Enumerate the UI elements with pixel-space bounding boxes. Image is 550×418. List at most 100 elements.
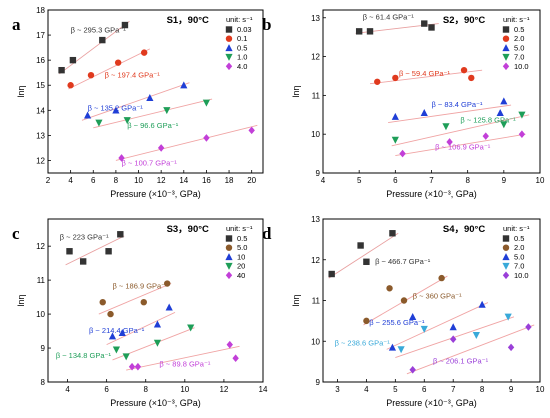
data-point	[67, 82, 74, 89]
legend-entry: 5.0	[514, 43, 524, 52]
legend-entry: 7.0	[514, 262, 524, 271]
data-point	[146, 93, 154, 101]
data-point	[69, 56, 77, 64]
fit-line	[386, 302, 489, 350]
fit-line	[388, 104, 512, 123]
legend-entry: 0.5	[514, 25, 524, 34]
x-tick-label: 10	[180, 385, 189, 394]
legend-marker	[502, 35, 510, 42]
data-point	[122, 353, 130, 361]
data-point	[117, 231, 124, 238]
legend-marker	[502, 44, 510, 52]
plot-frame	[47, 9, 264, 174]
y-tick-label: 10	[36, 310, 45, 319]
data-point	[165, 303, 173, 311]
legend-marker	[225, 253, 233, 261]
data-point	[202, 99, 211, 107]
data-point	[472, 331, 480, 339]
data-point	[105, 248, 112, 255]
data-point	[391, 112, 399, 120]
x-tick-label: 3	[335, 385, 340, 394]
data-point	[386, 285, 393, 292]
legend-entry: 0.5	[514, 234, 524, 243]
data-point	[482, 132, 489, 140]
x-tick-label: 14	[179, 176, 188, 185]
data-point	[507, 343, 515, 352]
y-tick-label: 13	[311, 215, 320, 224]
data-point	[355, 28, 363, 35]
data-point	[449, 323, 457, 331]
x-tick-label: 5	[357, 176, 362, 185]
legend-marker	[225, 53, 233, 61]
data-point	[468, 74, 475, 82]
data-point	[389, 230, 396, 237]
x-tick-label: 4	[364, 385, 369, 394]
fit-annotation: β ~ 206.1 GPa⁻¹	[433, 357, 489, 366]
y-tick-label: 10	[311, 337, 320, 346]
data-point	[478, 300, 486, 308]
fit-annotation: β ~ 186.9 GPa⁻¹	[113, 282, 169, 291]
data-point	[153, 320, 162, 328]
legend-entry: 4.0	[237, 62, 247, 71]
y-tick-label: 12	[36, 156, 45, 165]
data-point	[203, 134, 210, 142]
data-point	[140, 298, 147, 306]
y-tick-label: 15	[36, 81, 45, 90]
data-point	[420, 325, 428, 333]
y-tick-label: 12	[36, 242, 45, 251]
data-point	[114, 59, 122, 66]
x-tick-label: 6	[422, 385, 427, 394]
x-tick-label: 10	[536, 176, 545, 185]
data-point	[66, 248, 73, 255]
y-tick-label: 9	[41, 344, 46, 353]
y-tick-label: 8	[41, 378, 46, 387]
fit-line	[391, 114, 530, 147]
legend-marker	[502, 244, 510, 251]
x-tick-label: 8	[144, 385, 149, 394]
fit-line	[68, 48, 151, 90]
panel-d: d 3 4 5 6 7 8 9 10 9 10 11 12 13 Pressure (×10⁻³, GPa)…	[262, 215, 545, 408]
fit-line	[406, 324, 535, 375]
fit-annotation: β ~ 61.4 GPa⁻¹	[363, 13, 415, 22]
data-point	[518, 111, 526, 119]
data-point	[357, 242, 364, 249]
legend-entry: 0.03	[237, 25, 252, 34]
y-tick-label: 9	[316, 378, 321, 387]
y-tick-label: 12	[311, 256, 320, 265]
fit-line	[328, 232, 399, 279]
fit-annotation: β ~ 466.7 GPa⁻¹	[375, 257, 431, 266]
x-tick-label: 6	[91, 176, 96, 185]
data-point	[87, 72, 95, 79]
x-axis-label: Pressure (×10⁻³, GPa)	[110, 398, 201, 408]
data-point	[442, 123, 450, 131]
legend-entry: 5.0	[237, 243, 247, 252]
data-point	[226, 340, 233, 349]
data-point	[450, 335, 457, 344]
data-point	[420, 109, 428, 117]
plot-frame	[47, 218, 264, 383]
legend-entry: 0.1	[237, 34, 247, 43]
y-tick-label: 9	[316, 169, 321, 178]
data-point	[460, 66, 468, 74]
fit-line	[395, 133, 526, 156]
fit-line	[93, 98, 213, 129]
y-tick-label: 18	[36, 6, 45, 15]
y-axis-label: lnη	[16, 294, 26, 306]
y-tick-label: 10	[311, 130, 320, 139]
data-point	[95, 119, 103, 127]
panel-letter: b	[262, 15, 271, 34]
legend-title: unit: s⁻¹	[226, 15, 253, 24]
y-tick-label: 17	[36, 31, 45, 40]
legend-marker	[225, 271, 233, 280]
panel-title: S2，90°C	[443, 15, 485, 26]
fit-annotation: β ~ 214.4 GPa⁻¹	[89, 326, 145, 335]
x-tick-label: 4	[65, 385, 70, 394]
panel-title: S3，90°C	[167, 224, 209, 235]
y-tick-label: 14	[36, 106, 45, 115]
legend-marker	[502, 53, 510, 61]
data-point	[112, 346, 121, 354]
panel-letter: c	[12, 224, 20, 243]
x-tick-label: 8	[114, 176, 119, 185]
plot-frame	[322, 218, 541, 383]
panel-title: S4，90°C	[443, 224, 485, 235]
